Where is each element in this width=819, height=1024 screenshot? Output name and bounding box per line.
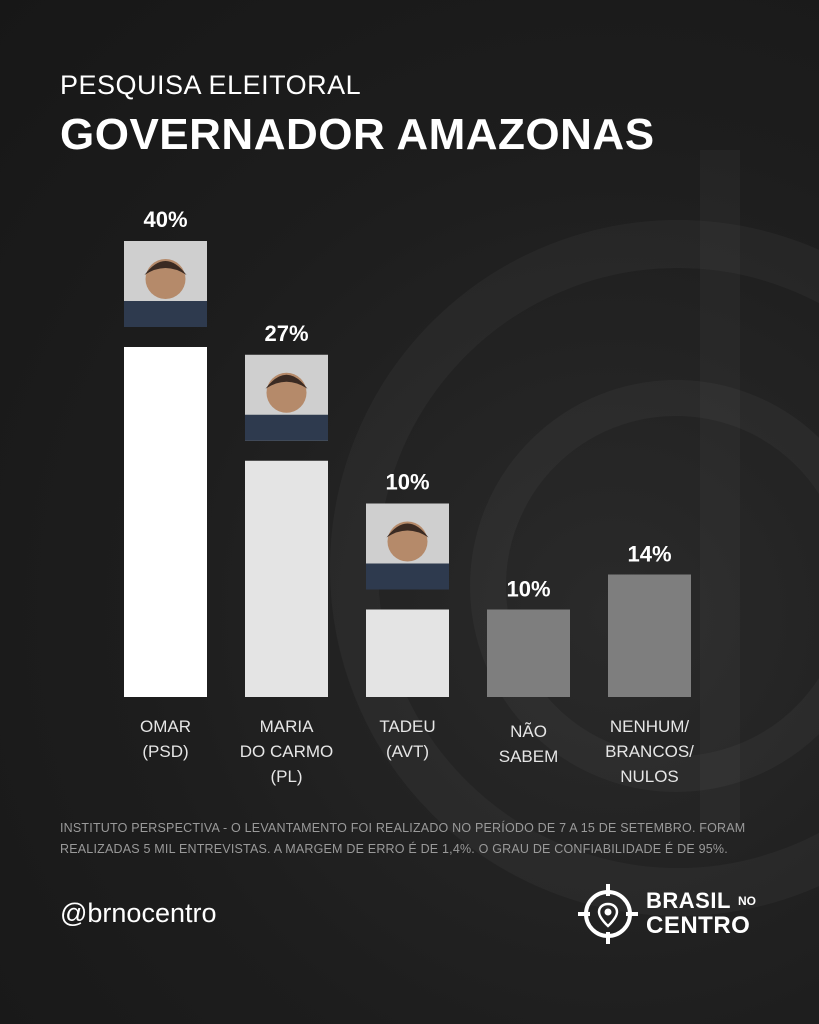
category-label: (PL)	[270, 767, 302, 786]
bar	[124, 347, 207, 697]
category-label: NULOS	[620, 767, 679, 786]
chart-subtitle: PESQUISA ELEITORAL	[60, 70, 362, 100]
value-label: 27%	[264, 321, 308, 346]
category-label: BRANCOS/	[605, 742, 694, 761]
category-label: DO CARMO	[240, 742, 334, 761]
category-label: (PSD)	[142, 742, 188, 761]
category-label: NÃO	[510, 722, 547, 741]
photo-hair	[144, 261, 187, 275]
photo-shoulders	[245, 414, 328, 441]
candidate-photo	[366, 503, 449, 590]
category-label: MARIA	[260, 717, 315, 736]
candidate-photo	[124, 241, 207, 327]
bar	[608, 574, 691, 697]
bar-chart: 40% OMAR (PSD) 27% MARIA DO CARMO (PL) 10% TADEU…	[124, 207, 694, 786]
category-label: TADEU	[379, 717, 435, 736]
value-label: 10%	[385, 470, 429, 495]
bar	[245, 460, 328, 697]
value-label: 40%	[143, 207, 187, 232]
value-label: 10%	[506, 577, 550, 602]
category-label: OMAR	[140, 717, 191, 736]
photo-shoulders	[366, 563, 449, 590]
crosshair-pin-icon	[578, 884, 638, 944]
survey-footnote: INSTITUTO PERSPECTIVA - O LEVANTAMENTO F…	[60, 821, 746, 856]
category-label: (AVT)	[386, 742, 429, 761]
value-label: 14%	[627, 542, 671, 567]
photo-hair	[265, 374, 308, 389]
category-label: SABEM	[499, 747, 559, 766]
logo-text-no: NO	[738, 894, 756, 908]
candidate-photo	[245, 354, 328, 441]
photo-hair	[386, 523, 429, 538]
brand-logo: BRASIL NO CENTRO	[578, 882, 778, 946]
category-label: NENHUM/	[610, 717, 690, 736]
logo-text-centro: CENTRO	[646, 912, 751, 939]
bar	[366, 609, 449, 697]
logo-text-brasil: BRASIL	[646, 888, 731, 913]
bar	[487, 609, 570, 697]
photo-shoulders	[124, 301, 207, 327]
chart-title: GOVERNADOR AMAZONAS	[60, 110, 655, 159]
social-handle: @brnocentro	[60, 898, 217, 928]
